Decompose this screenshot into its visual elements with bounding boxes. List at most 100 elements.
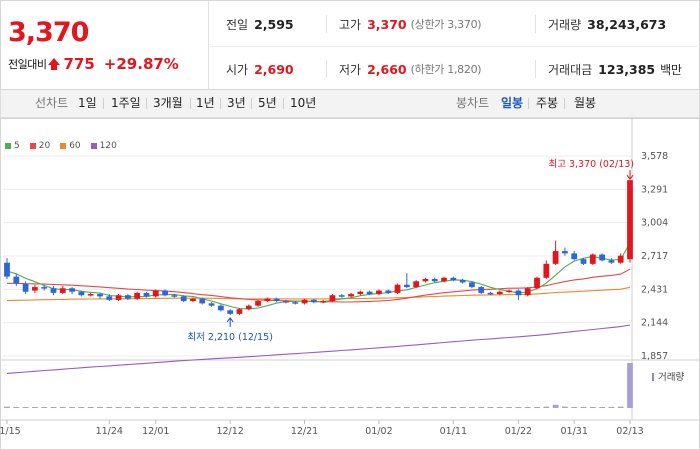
- volume-bar: [478, 407, 485, 408]
- volume-bar: [162, 407, 168, 408]
- volume-bar: [627, 363, 633, 408]
- candle-body: [301, 299, 308, 304]
- candle-body: [32, 287, 38, 291]
- candle-body: [459, 280, 466, 283]
- legend-label: 120: [99, 141, 117, 151]
- x-tick-label: 12/12: [216, 426, 243, 437]
- volume-bar: [450, 407, 457, 408]
- volume-bar: [617, 406, 624, 408]
- volume-bar: [152, 407, 159, 408]
- candle-body: [403, 284, 410, 288]
- candle-body: [450, 277, 457, 281]
- candle-body: [227, 310, 234, 314]
- change-value: 775: [63, 55, 95, 73]
- candle-body: [255, 301, 261, 306]
- candle-body: [22, 283, 29, 292]
- prev-close: 전일 2,595: [226, 2, 294, 46]
- volume-bar: [348, 407, 354, 408]
- tab-5year[interactable]: 5년: [258, 96, 277, 110]
- legend-swatch: [29, 143, 36, 149]
- candle-body: [134, 292, 141, 299]
- volume-bar: [599, 407, 605, 408]
- tab-3year[interactable]: 3년: [227, 96, 246, 110]
- x-tick-label: 01/22: [505, 426, 532, 437]
- price-chart: 5 20 60 120 3,578 3,291 3,004 2,717 2,431 2,1…: [0, 118, 700, 450]
- open-price: 시가 2,690: [226, 47, 294, 91]
- volume-bar: [413, 407, 420, 408]
- divider: [535, 15, 536, 33]
- tab-1day[interactable]: 1일: [78, 96, 97, 110]
- volume-bar: [134, 407, 141, 408]
- ma120-line: [6, 324, 631, 374]
- tab-3month[interactable]: 3개월: [153, 96, 183, 110]
- candle-body: [124, 295, 131, 299]
- volume-bar: [217, 407, 224, 408]
- candle-body: [506, 290, 513, 293]
- legend-label: 60: [69, 141, 81, 151]
- upper-limit: (상한가 3,370): [410, 18, 482, 31]
- volume-bar: [32, 407, 38, 408]
- candle-body: [515, 290, 522, 296]
- y-tick-label: 1,857: [641, 351, 668, 362]
- candle-body: [422, 278, 429, 282]
- volume-bar: [403, 407, 410, 408]
- volume-bar: [106, 407, 113, 408]
- candle-body: [310, 299, 317, 303]
- tab-weekly[interactable]: 주봉: [536, 96, 559, 110]
- prev-close-label: 전일: [226, 17, 249, 32]
- y-tick-label: 2,717: [641, 251, 668, 262]
- ma-legend: 5 20 60 120: [5, 141, 127, 151]
- candle-body: [524, 288, 531, 296]
- y-tick-label: 3,291: [641, 184, 668, 195]
- open-value: 2,690: [254, 61, 294, 77]
- high-arrow-head-icon: [626, 174, 634, 181]
- tab-daily[interactable]: 일봉: [501, 96, 524, 110]
- volume-bar: [310, 407, 317, 408]
- volume-bar: [255, 407, 261, 408]
- candle-body: [627, 180, 633, 260]
- volume-bar: [524, 407, 531, 408]
- y-tick-label: 3,004: [641, 218, 668, 229]
- up-arrow-icon: [48, 57, 61, 70]
- candle-body: [431, 278, 438, 282]
- divider: [528, 98, 529, 109]
- candle-body: [580, 259, 587, 264]
- volume-bar: [97, 407, 103, 408]
- volume-bar: [515, 407, 522, 408]
- volume-bar: [357, 407, 364, 408]
- volume-bar: [190, 407, 196, 408]
- candle-body: [59, 288, 66, 293]
- volume-bar: [376, 407, 382, 408]
- divider: [535, 60, 536, 78]
- candle-body: [320, 301, 327, 303]
- volume-bar: [562, 406, 568, 408]
- low-label: 저가: [339, 62, 362, 77]
- candle-body: [589, 254, 596, 264]
- candle-body: [236, 309, 243, 314]
- y-tick-label: 3,578: [641, 151, 668, 162]
- tab-1week[interactable]: 1주일: [111, 96, 141, 110]
- volume-label: 거래량: [548, 17, 582, 32]
- legend-item-ma120: 120: [90, 141, 117, 151]
- candle-body: [264, 298, 271, 302]
- candle-body: [394, 284, 401, 293]
- candle-body: [180, 296, 187, 302]
- volume-bar: [50, 407, 57, 408]
- tab-monthly[interactable]: 월봉: [574, 96, 597, 110]
- volume-bar: [441, 407, 447, 408]
- candle-body: [87, 294, 94, 296]
- candle-body: [441, 277, 447, 282]
- candle-body: [357, 291, 364, 295]
- line-chart-label: 선차트: [35, 96, 69, 110]
- info-row: 전일 2,595 고가 3,370 (상한가 3,370) 거래량 38,243…: [210, 2, 700, 46]
- candle-body: [162, 290, 168, 296]
- volume-bar: [273, 407, 280, 408]
- candle-body: [283, 301, 289, 303]
- candlestick-chart[interactable]: 3,578 3,291 3,004 2,717 2,431 2,144 1,857 11/15…: [0, 118, 700, 450]
- divider: [283, 98, 284, 109]
- low-annotation: 최저 2,210 (12/15): [187, 332, 273, 343]
- candle-body: [106, 296, 113, 300]
- tab-10year[interactable]: 10년: [290, 96, 317, 110]
- tab-1year[interactable]: 1년: [196, 96, 215, 110]
- candle-body: [199, 298, 206, 304]
